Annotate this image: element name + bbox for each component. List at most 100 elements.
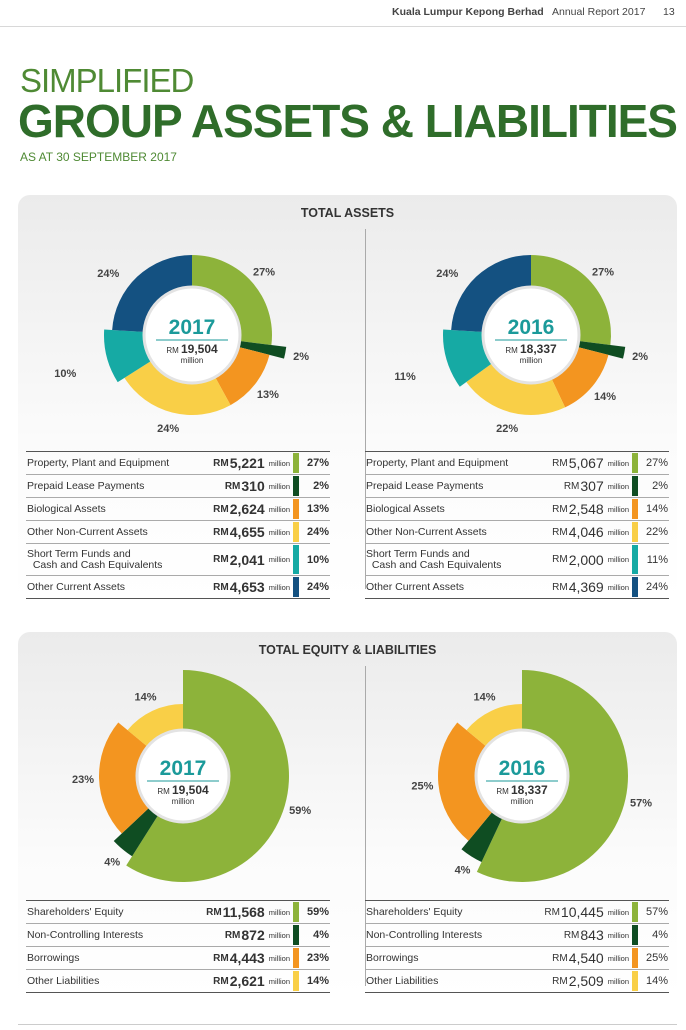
legend-currency: RM (213, 975, 229, 987)
legend-value: RM 11,568 million (206, 901, 290, 923)
legend-currency: RM (213, 952, 229, 964)
pie-slice-shareholders-equity (476, 670, 629, 882)
legend-row-shareholders-equity: Shareholders' Equity RM 11,568 million 59% (26, 901, 330, 924)
pie-slice-other-current-assets (451, 255, 531, 333)
pie-slice-short-term-funds-and-cash-and-cash-equivalents (104, 329, 155, 383)
legend-swatch (293, 476, 299, 496)
legend-percent: 24% (306, 581, 329, 593)
legend-label: Shareholders' Equity (27, 905, 124, 918)
legend-amount: 4,443 (229, 950, 265, 966)
legend-swatch (293, 925, 299, 945)
legend-value: RM 2,548 million (552, 498, 629, 520)
legend-currency: RM (224, 929, 241, 941)
legend-label: Other Current Assets (27, 580, 126, 593)
page-number: 13 (663, 6, 675, 18)
legend-swatch (293, 545, 299, 574)
legend-unit: million (268, 930, 290, 940)
pie-center-year: 2017 (160, 757, 207, 780)
legend-swatch (632, 902, 638, 922)
legend-swatch (632, 453, 638, 473)
legend-percent: 14% (645, 975, 668, 987)
legend-unit: million (268, 953, 290, 963)
pie-pct-label: 14% (474, 691, 496, 703)
legend-amount: 11,568 (222, 904, 265, 920)
legend-value: RM 5,221 million (213, 452, 290, 474)
legend-percent: 4% (313, 929, 329, 941)
legend-unit: million (607, 527, 629, 537)
pie-pct-label: 2% (632, 351, 648, 363)
legend-amount: 2,000 (568, 551, 604, 568)
pie-pct-label: 27% (592, 267, 614, 279)
legend-amount: 307 (580, 478, 604, 494)
pie-pct-label: 24% (97, 268, 119, 280)
legend-currency: RM (213, 503, 229, 515)
pie-center-total: RM 19,504 (157, 783, 209, 797)
legend-amount: 2,621 (229, 973, 265, 989)
legend-row-borrowings: Borrowings RM 4,540 million 25% (365, 947, 669, 970)
legend-row-biological-assets: Biological Assets RM 2,624 million 13% (26, 498, 330, 521)
pie-pct-label: 27% (253, 267, 275, 279)
pie-center-disc (481, 285, 581, 385)
pie-pct-label: 4% (455, 865, 471, 877)
pie-center-total: RM 18,337 (505, 342, 557, 356)
legend-label: Other Non-Current Assets (27, 525, 148, 538)
pie-center-disc (135, 728, 231, 824)
legend-swatch (632, 925, 638, 945)
pie-pct-label: 11% (394, 371, 416, 383)
pie-slice-non-controlling-interests (461, 809, 504, 862)
pie-slice-prepaid-lease-payments (574, 340, 626, 359)
panel-divider (365, 229, 366, 589)
legend-row-other-non-current-assets: Other Non-Current Assets RM 4,046 million 22… (365, 521, 669, 544)
legend-unit: million (268, 976, 290, 986)
legend-row-other-liabilities: Other Liabilities RM 2,509 million 14% (365, 970, 669, 993)
legend-swatch (293, 948, 299, 968)
legend-swatch (293, 453, 299, 473)
legend-amount: 5,221 (229, 455, 265, 471)
legend-unit: million (607, 504, 629, 514)
legend-percent: 4% (652, 929, 668, 941)
legend-percent: 14% (306, 975, 329, 987)
legend-currency: RM (563, 929, 580, 941)
legend-unit: million (607, 481, 629, 491)
total-equity-liabilities-panel: TOTAL EQUITY & LIABILITIES 59% 4% 23% 14% 20… (18, 632, 677, 998)
legend-amount: 310 (241, 478, 265, 494)
legend-percent: 2% (652, 480, 668, 492)
company-name: Kuala Lumpur Kepong Berhad (392, 6, 544, 18)
as-at-date: AS AT 30 SEPTEMBER 2017 (20, 150, 177, 164)
panel-divider (365, 666, 366, 986)
legend-swatch (632, 948, 638, 968)
legend-unit: million (607, 976, 629, 986)
pie-slice-shareholders-equity (126, 670, 289, 882)
pie-center-year: 2017 (169, 316, 216, 339)
legend-currency: RM (552, 554, 568, 565)
title-line-1: SIMPLIFIED (20, 62, 194, 99)
pie-slice-prepaid-lease-payments (235, 340, 287, 359)
legend-amount: 843 (580, 927, 604, 943)
legend-label: Short Term Funds and Cash and Cash Equiv… (366, 547, 502, 571)
pie-center-unit: million (172, 797, 195, 806)
legend-unit: million (607, 582, 629, 592)
pie-pct-label: 57% (630, 798, 652, 810)
legend-label: Property, Plant and Equipment (366, 456, 509, 469)
legend-amount: 2,624 (229, 501, 265, 517)
legend-row-prepaid-lease-payments: Prepaid Lease Payments RM 307 million 2% (365, 475, 669, 498)
pie-pct-label: 13% (257, 389, 279, 401)
legend-unit: million (268, 907, 290, 917)
legend-unit: million (268, 582, 290, 592)
legend-amount: 4,653 (229, 579, 265, 595)
legend-amount: 4,369 (568, 579, 604, 595)
legend-row-shareholders-equity: Shareholders' Equity RM 10,445 million 57% (365, 901, 669, 924)
legend-label: Other Liabilities (366, 974, 439, 987)
legend-value: RM 4,046 million (552, 521, 629, 543)
legend-unit: million (268, 527, 290, 537)
legend-currency: RM (552, 975, 568, 987)
legend-currency: RM (206, 906, 222, 918)
pie-slice-short-term-funds-and-cash-and-cash-equivalents (443, 329, 495, 387)
pie-pct-label: 59% (289, 805, 311, 817)
legend-value: RM 4,540 million (552, 947, 629, 969)
legend-percent: 14% (645, 503, 668, 515)
legend-swatch (632, 545, 638, 574)
legend-unit: million (268, 555, 290, 564)
